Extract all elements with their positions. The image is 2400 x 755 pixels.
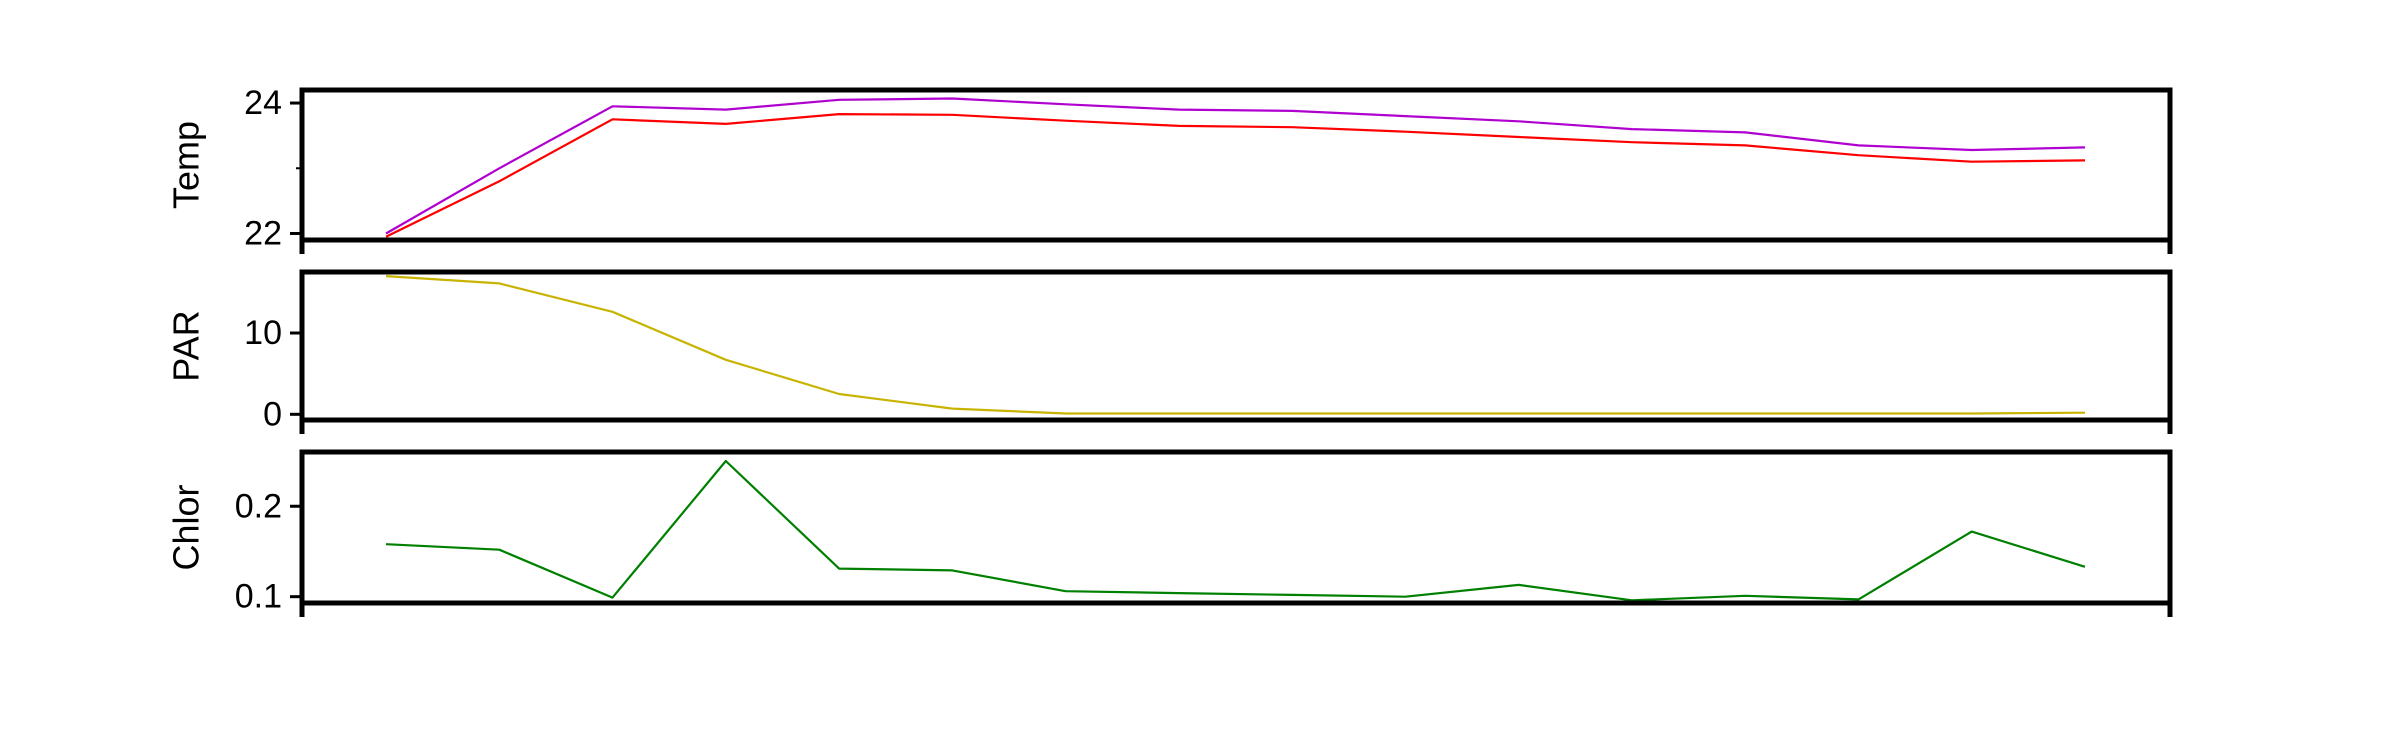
panel-temp: 22 24 Temp xyxy=(166,84,2173,254)
y-tick-label: 24 xyxy=(244,84,282,122)
y-tick-label: 10 xyxy=(244,314,282,352)
y-tick-label: 0.2 xyxy=(235,487,282,525)
y-tick-label: 0 xyxy=(263,395,282,433)
series-line-temp-1 xyxy=(385,97,2086,235)
panel-frame xyxy=(299,449,2173,606)
panel-frame xyxy=(299,269,2173,423)
y-tick-label: 0.1 xyxy=(235,578,282,616)
panel-chlor: 0.1 0.2 Chlor xyxy=(166,449,2173,617)
panel-frame xyxy=(299,87,2173,243)
y-axis-label: Temp xyxy=(166,121,207,209)
panel-par: 0 10 PAR xyxy=(166,269,2173,434)
y-axis-label: PAR xyxy=(166,310,207,381)
series-line-chlor-1 xyxy=(385,459,2086,602)
series-line-par-1 xyxy=(385,275,2086,415)
series-line-temp-2 xyxy=(385,112,2086,238)
y-tick-label: 22 xyxy=(244,214,282,252)
y-axis-label: Chlor xyxy=(166,484,207,570)
